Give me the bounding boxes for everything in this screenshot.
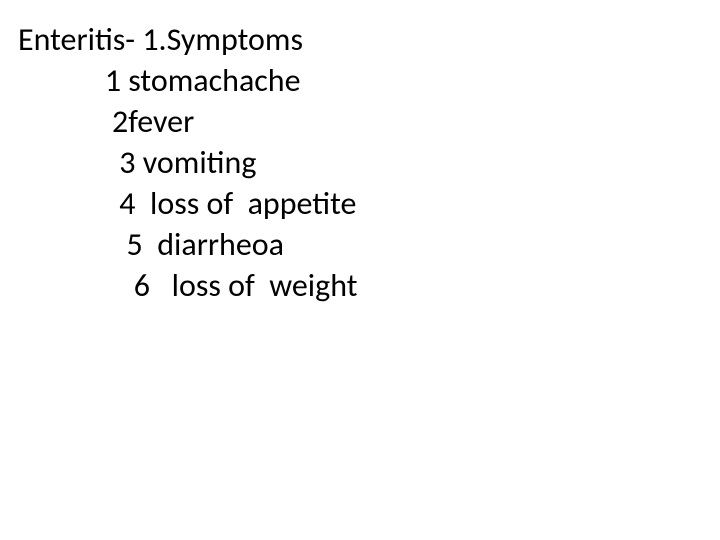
symptom-line-5: 5 diarrheoa	[18, 225, 720, 266]
symptom-line-1: 1 stomachache	[18, 61, 720, 102]
symptom-line-6: 6 loss of weight	[18, 266, 720, 307]
symptom-line-3: 3 vomiting	[18, 143, 720, 184]
symptom-line-2: 2fever	[18, 102, 720, 143]
title-line: Enteritis- 1.Symptoms	[18, 20, 720, 61]
symptom-line-4: 4 loss of appetite	[18, 184, 720, 225]
slide-body: Enteritis- 1.Symptoms 1 stomachache 2fev…	[0, 0, 720, 307]
